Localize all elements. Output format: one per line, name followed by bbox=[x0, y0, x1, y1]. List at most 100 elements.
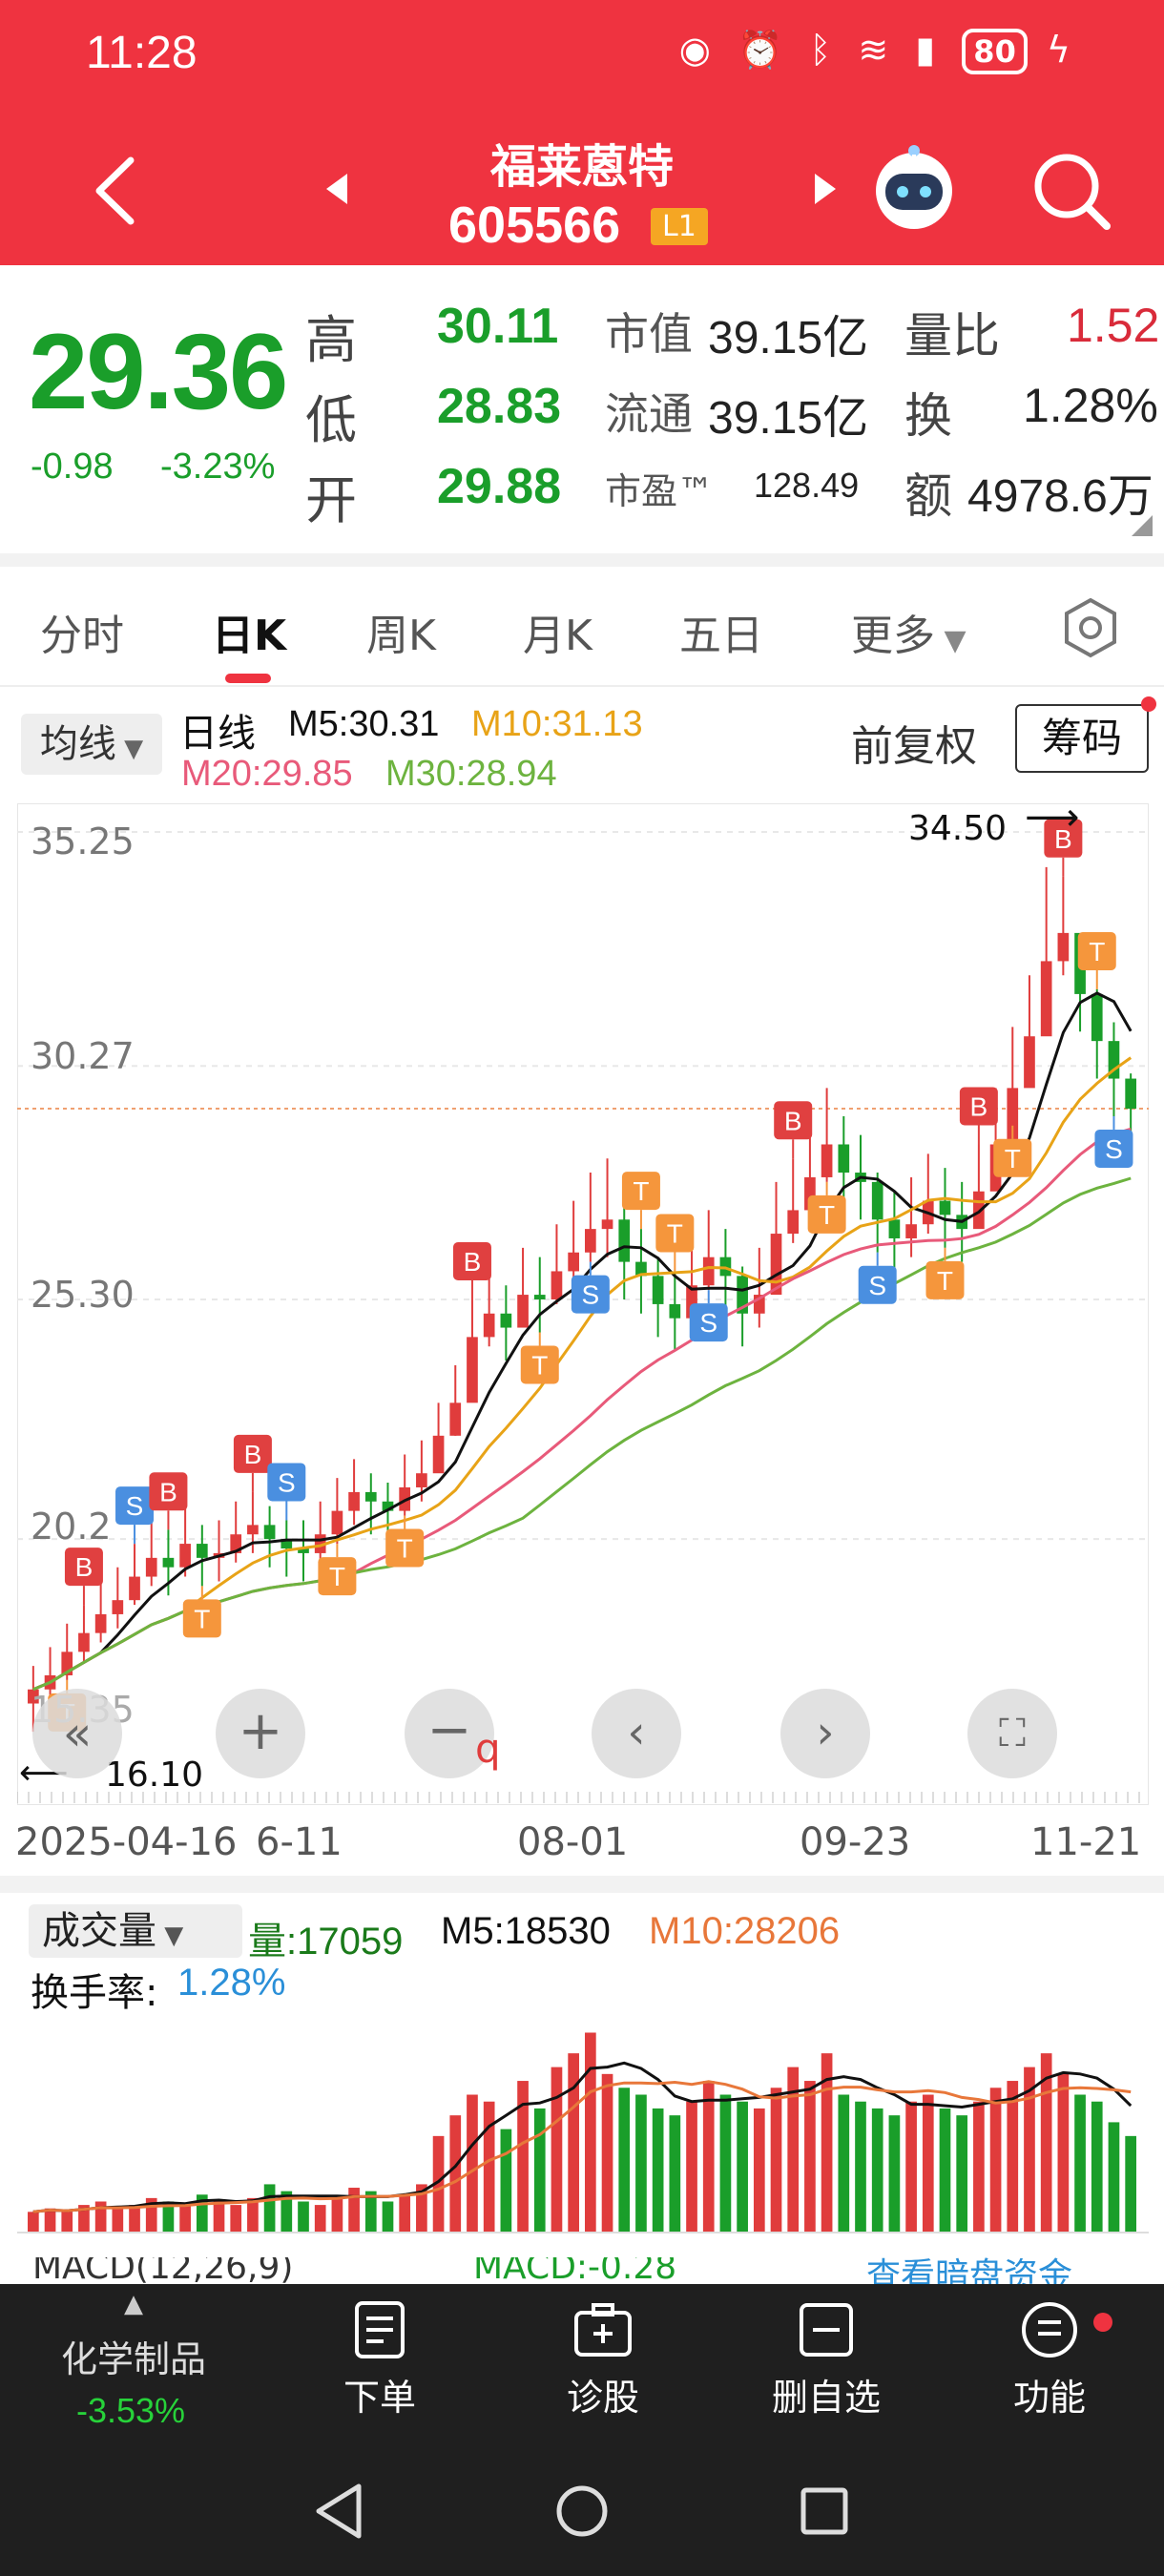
candlestick-chart[interactable]: TBSBTBSTTBTSTTSBTSTBTBTS bbox=[17, 803, 1149, 1805]
pe-label: 市盈™ bbox=[605, 470, 715, 512]
trade-marker[interactable] bbox=[182, 1599, 221, 1638]
trade-marker-label: T bbox=[667, 1218, 683, 1248]
candle-body bbox=[230, 1534, 242, 1553]
tab-intraday[interactable]: 分时 bbox=[40, 612, 124, 660]
prev-stock-icon[interactable] bbox=[322, 170, 351, 208]
trade-marker[interactable] bbox=[655, 1214, 695, 1253]
nav-functions[interactable]: 功能 bbox=[954, 2299, 1145, 2420]
trade-marker-label: T bbox=[397, 1534, 413, 1564]
volume-bar bbox=[618, 2088, 631, 2233]
tab-more[interactable]: 更多 ▼ bbox=[851, 601, 967, 662]
trade-marker[interactable] bbox=[959, 1087, 998, 1126]
next-stock-icon[interactable] bbox=[811, 170, 840, 208]
dropdown-triangle-icon: ▼ bbox=[935, 624, 967, 657]
trade-marker[interactable] bbox=[858, 1265, 897, 1304]
zoom-out-button[interactable]: − bbox=[405, 1689, 494, 1778]
trade-marker[interactable] bbox=[452, 1242, 491, 1280]
trade-marker[interactable] bbox=[774, 1101, 813, 1140]
scroll-right-button[interactable]: › bbox=[780, 1689, 870, 1778]
alarm-icon: ⏰ bbox=[738, 29, 791, 71]
volume-selector[interactable]: 成交量 ▼ bbox=[29, 1904, 242, 1958]
volume-bar bbox=[533, 2108, 546, 2233]
trade-marker[interactable] bbox=[385, 1528, 425, 1568]
nav-order[interactable]: 下单 bbox=[284, 2299, 475, 2420]
fullscreen-button[interactable]: ⛶ bbox=[967, 1689, 1057, 1778]
collapse-up-icon[interactable]: ▲ bbox=[124, 2290, 143, 2318]
chips-button[interactable]: 筹码 bbox=[1015, 704, 1149, 773]
tab-weekly-k[interactable]: 周K bbox=[366, 612, 436, 660]
volume-chart[interactable] bbox=[17, 1965, 1149, 2242]
trade-marker[interactable] bbox=[115, 1486, 155, 1526]
trade-marker-label: S bbox=[582, 1280, 600, 1310]
adjust-mode[interactable]: 前复权 bbox=[851, 723, 977, 770]
volume-value: 量:17059 bbox=[248, 1921, 404, 1963]
trade-marker[interactable] bbox=[571, 1275, 610, 1314]
volume-bar bbox=[145, 2197, 157, 2233]
high-value: 30.11 bbox=[437, 299, 559, 354]
dark-pool-link[interactable]: 查看暗盘资金 bbox=[866, 2257, 1073, 2284]
candle-body bbox=[281, 1539, 293, 1549]
candle-body bbox=[382, 1501, 394, 1511]
volume-bar bbox=[601, 2073, 613, 2233]
system-home-icon[interactable] bbox=[553, 2483, 611, 2540]
tab-daily-k[interactable]: 日K bbox=[212, 612, 287, 660]
trade-marker[interactable] bbox=[1044, 819, 1083, 858]
volume-bar bbox=[399, 2194, 411, 2233]
trade-marker[interactable] bbox=[318, 1557, 357, 1596]
sector-name[interactable]: 化学制品 bbox=[61, 2338, 207, 2380]
trade-marker[interactable] bbox=[267, 1463, 306, 1502]
turnover-rate-label: 换手率: bbox=[31, 1971, 158, 2015]
candle-body bbox=[669, 1303, 681, 1319]
expand-corner-icon[interactable] bbox=[1132, 515, 1153, 536]
trade-marker[interactable] bbox=[64, 1548, 103, 1587]
scroll-left-button[interactable]: ‹ bbox=[592, 1689, 681, 1778]
nav-remove-watchlist[interactable]: 删自选 bbox=[731, 2299, 922, 2420]
trade-marker[interactable] bbox=[993, 1138, 1032, 1177]
trade-marker-label: B bbox=[75, 1552, 94, 1582]
volume-bar bbox=[94, 2201, 107, 2233]
zoom-in-button[interactable]: + bbox=[216, 1689, 305, 1778]
jump-start-button[interactable]: « bbox=[32, 1689, 122, 1778]
trade-marker-label: T bbox=[531, 1350, 548, 1380]
volume-bar bbox=[1091, 2101, 1103, 2233]
trade-marker[interactable] bbox=[1077, 931, 1116, 970]
line-type-label: 日线 bbox=[179, 713, 256, 755]
tab-monthly-k[interactable]: 月K bbox=[523, 612, 592, 660]
trade-marker[interactable] bbox=[689, 1303, 728, 1342]
trade-marker[interactable] bbox=[925, 1260, 965, 1299]
m30-label: M30:28.94 bbox=[385, 754, 557, 794]
candle-body bbox=[652, 1276, 664, 1304]
minus-square-icon bbox=[800, 2303, 853, 2357]
trade-marker[interactable] bbox=[520, 1345, 559, 1384]
system-recents-icon[interactable] bbox=[798, 2484, 851, 2538]
volume-m5: M5:18530 bbox=[441, 1910, 611, 1952]
trade-marker[interactable] bbox=[807, 1195, 846, 1234]
nav-diagnose[interactable]: 诊股 bbox=[508, 2299, 698, 2420]
macd-value: MACD:-0.28 bbox=[473, 2257, 677, 2284]
y-tick-label: 20.2 bbox=[31, 1506, 112, 1548]
ma-selector[interactable]: 均线 ▼ bbox=[21, 714, 162, 775]
volume-bar bbox=[230, 2205, 242, 2233]
max-price-label: 34.50 bbox=[908, 809, 1008, 848]
trade-marker[interactable] bbox=[149, 1472, 188, 1511]
open-value: 29.88 bbox=[437, 459, 562, 514]
trade-marker[interactable] bbox=[621, 1172, 660, 1211]
trade-marker[interactable] bbox=[233, 1434, 272, 1473]
volume-bar bbox=[804, 2081, 816, 2233]
candle-body bbox=[94, 1613, 107, 1633]
tab-five-day[interactable]: 五日 bbox=[679, 612, 763, 660]
candle-body bbox=[263, 1525, 276, 1540]
settings-icon[interactable] bbox=[1059, 596, 1122, 659]
robot-assistant-icon[interactable] bbox=[866, 141, 962, 237]
candle-body bbox=[1108, 1041, 1120, 1079]
volume-m10: M10:28206 bbox=[649, 1910, 841, 1952]
trade-marker[interactable] bbox=[1094, 1129, 1133, 1168]
back-icon[interactable] bbox=[88, 153, 145, 229]
status-icons: ◉ ⏰ ᛒ ≋ ▮ 80 ϟ bbox=[679, 29, 1078, 74]
search-icon[interactable] bbox=[1029, 148, 1114, 234]
dropdown-triangle-icon: ▼ bbox=[115, 735, 144, 763]
sector-change: -3.53% bbox=[76, 2391, 186, 2430]
system-back-icon[interactable] bbox=[311, 2481, 368, 2542]
volume-bar bbox=[331, 2197, 343, 2233]
volume-m10-line bbox=[32, 2080, 1132, 2213]
